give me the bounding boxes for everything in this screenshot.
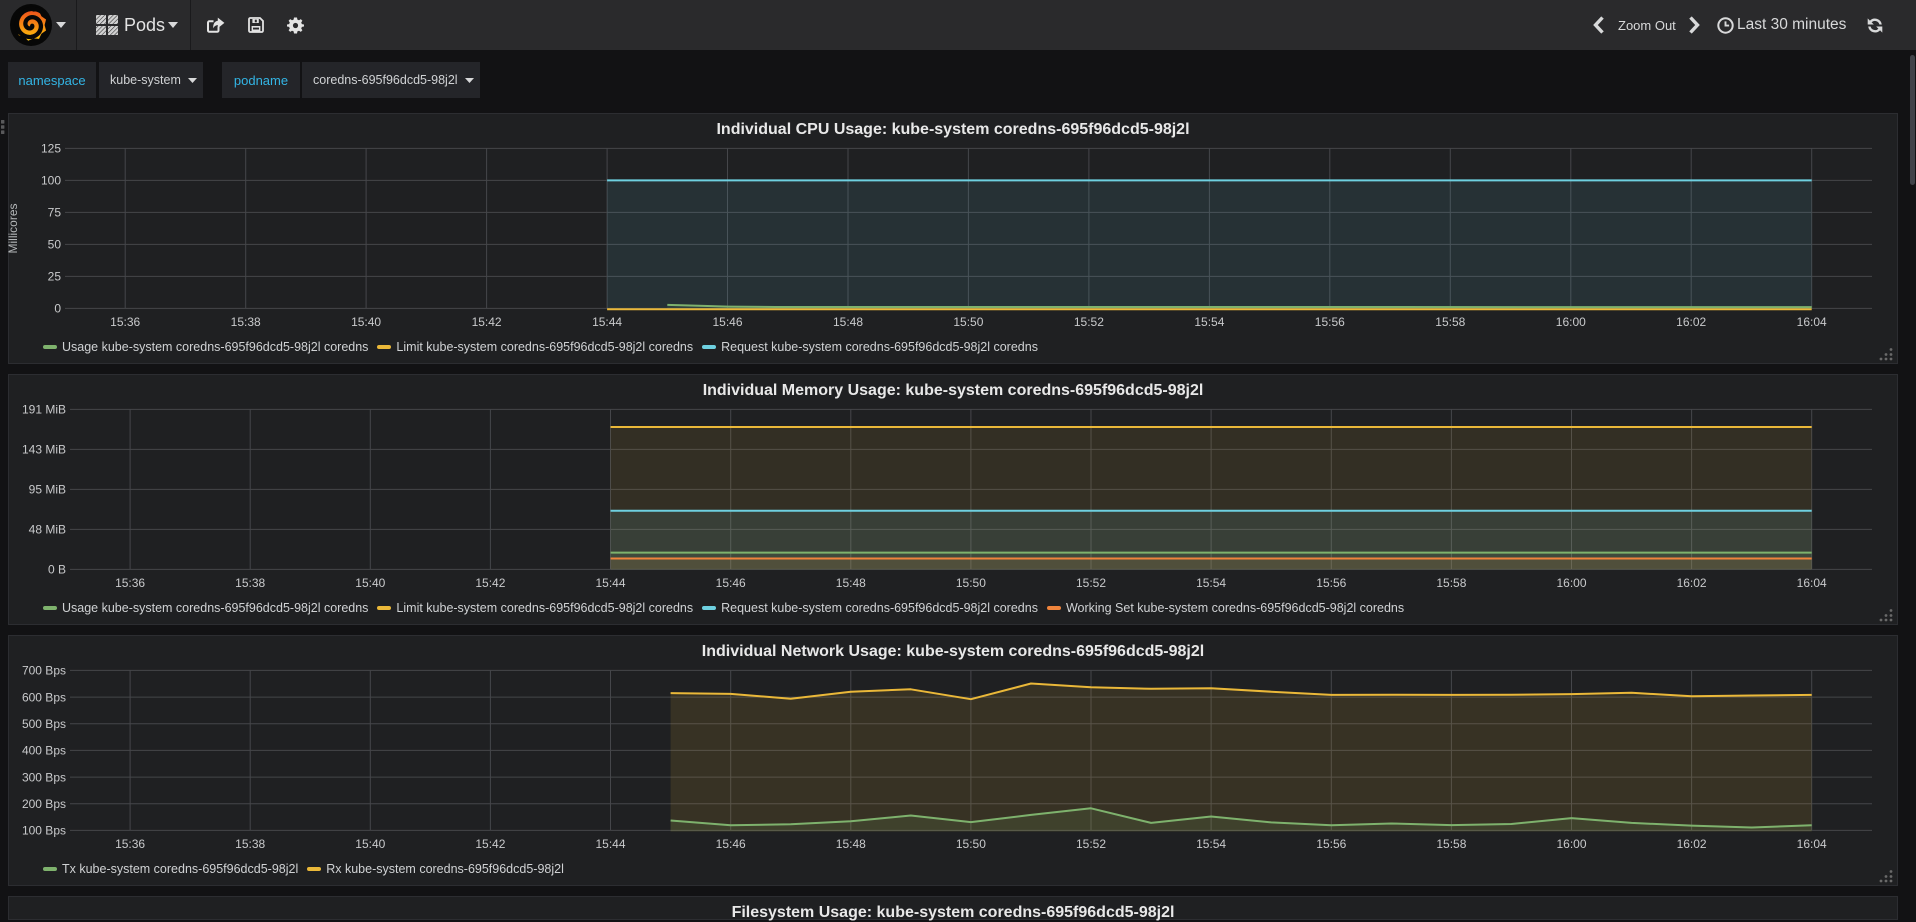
svg-text:15:36: 15:36 <box>115 576 145 590</box>
svg-text:50: 50 <box>48 238 62 252</box>
svg-text:15:58: 15:58 <box>1436 576 1466 590</box>
svg-text:15:54: 15:54 <box>1196 837 1226 851</box>
svg-text:600 Bps: 600 Bps <box>22 690 66 704</box>
svg-text:15:38: 15:38 <box>231 315 261 329</box>
svg-text:15:40: 15:40 <box>351 315 381 329</box>
svg-text:15:44: 15:44 <box>595 576 625 590</box>
svg-text:15:36: 15:36 <box>115 837 145 851</box>
svg-text:191 MiB: 191 MiB <box>22 403 66 417</box>
svg-text:15:42: 15:42 <box>475 576 505 590</box>
svg-text:15:52: 15:52 <box>1076 576 1106 590</box>
svg-text:15:50: 15:50 <box>953 315 983 329</box>
svg-text:15:46: 15:46 <box>712 315 742 329</box>
svg-text:15:42: 15:42 <box>475 837 505 851</box>
svg-text:15:36: 15:36 <box>110 315 140 329</box>
svg-text:75: 75 <box>48 206 62 220</box>
svg-text:15:44: 15:44 <box>592 315 622 329</box>
svg-text:48 MiB: 48 MiB <box>29 523 66 537</box>
svg-text:15:52: 15:52 <box>1074 315 1104 329</box>
svg-text:16:00: 16:00 <box>1556 315 1586 329</box>
svg-text:100 Bps: 100 Bps <box>22 824 66 838</box>
svg-text:0: 0 <box>54 302 61 316</box>
svg-text:16:04: 16:04 <box>1797 315 1827 329</box>
svg-text:25: 25 <box>48 270 62 284</box>
svg-text:15:38: 15:38 <box>235 837 265 851</box>
svg-text:15:52: 15:52 <box>1076 837 1106 851</box>
svg-text:16:00: 16:00 <box>1556 576 1586 590</box>
svg-text:15:38: 15:38 <box>235 576 265 590</box>
svg-text:15:48: 15:48 <box>836 576 866 590</box>
svg-text:16:02: 16:02 <box>1677 576 1707 590</box>
svg-text:15:58: 15:58 <box>1436 837 1466 851</box>
svg-text:15:40: 15:40 <box>355 837 385 851</box>
svg-text:15:56: 15:56 <box>1316 576 1346 590</box>
svg-text:100: 100 <box>41 174 61 188</box>
svg-text:95 MiB: 95 MiB <box>29 483 66 497</box>
svg-text:400 Bps: 400 Bps <box>22 744 66 758</box>
svg-text:125: 125 <box>41 142 61 156</box>
svg-text:15:48: 15:48 <box>833 315 863 329</box>
svg-text:700 Bps: 700 Bps <box>22 664 66 678</box>
svg-text:500 Bps: 500 Bps <box>22 717 66 731</box>
svg-text:16:04: 16:04 <box>1797 576 1827 590</box>
svg-text:15:46: 15:46 <box>716 576 746 590</box>
svg-text:15:44: 15:44 <box>595 837 625 851</box>
svg-text:Millicores: Millicores <box>8 203 20 253</box>
svg-text:16:04: 16:04 <box>1797 837 1827 851</box>
svg-text:200 Bps: 200 Bps <box>22 797 66 811</box>
svg-text:16:00: 16:00 <box>1556 837 1586 851</box>
svg-text:15:42: 15:42 <box>472 315 502 329</box>
svg-text:15:50: 15:50 <box>956 837 986 851</box>
svg-text:15:54: 15:54 <box>1196 576 1226 590</box>
svg-text:15:48: 15:48 <box>836 837 866 851</box>
svg-text:15:54: 15:54 <box>1194 315 1224 329</box>
svg-text:15:58: 15:58 <box>1435 315 1465 329</box>
svg-text:16:02: 16:02 <box>1676 315 1706 329</box>
svg-text:15:40: 15:40 <box>355 576 385 590</box>
svg-text:15:56: 15:56 <box>1316 837 1346 851</box>
svg-text:15:56: 15:56 <box>1315 315 1345 329</box>
svg-text:15:50: 15:50 <box>956 576 986 590</box>
svg-text:16:02: 16:02 <box>1677 837 1707 851</box>
svg-text:300 Bps: 300 Bps <box>22 770 66 784</box>
svg-text:143 MiB: 143 MiB <box>22 443 66 457</box>
svg-text:15:46: 15:46 <box>716 837 746 851</box>
svg-text:0 B: 0 B <box>48 563 66 577</box>
